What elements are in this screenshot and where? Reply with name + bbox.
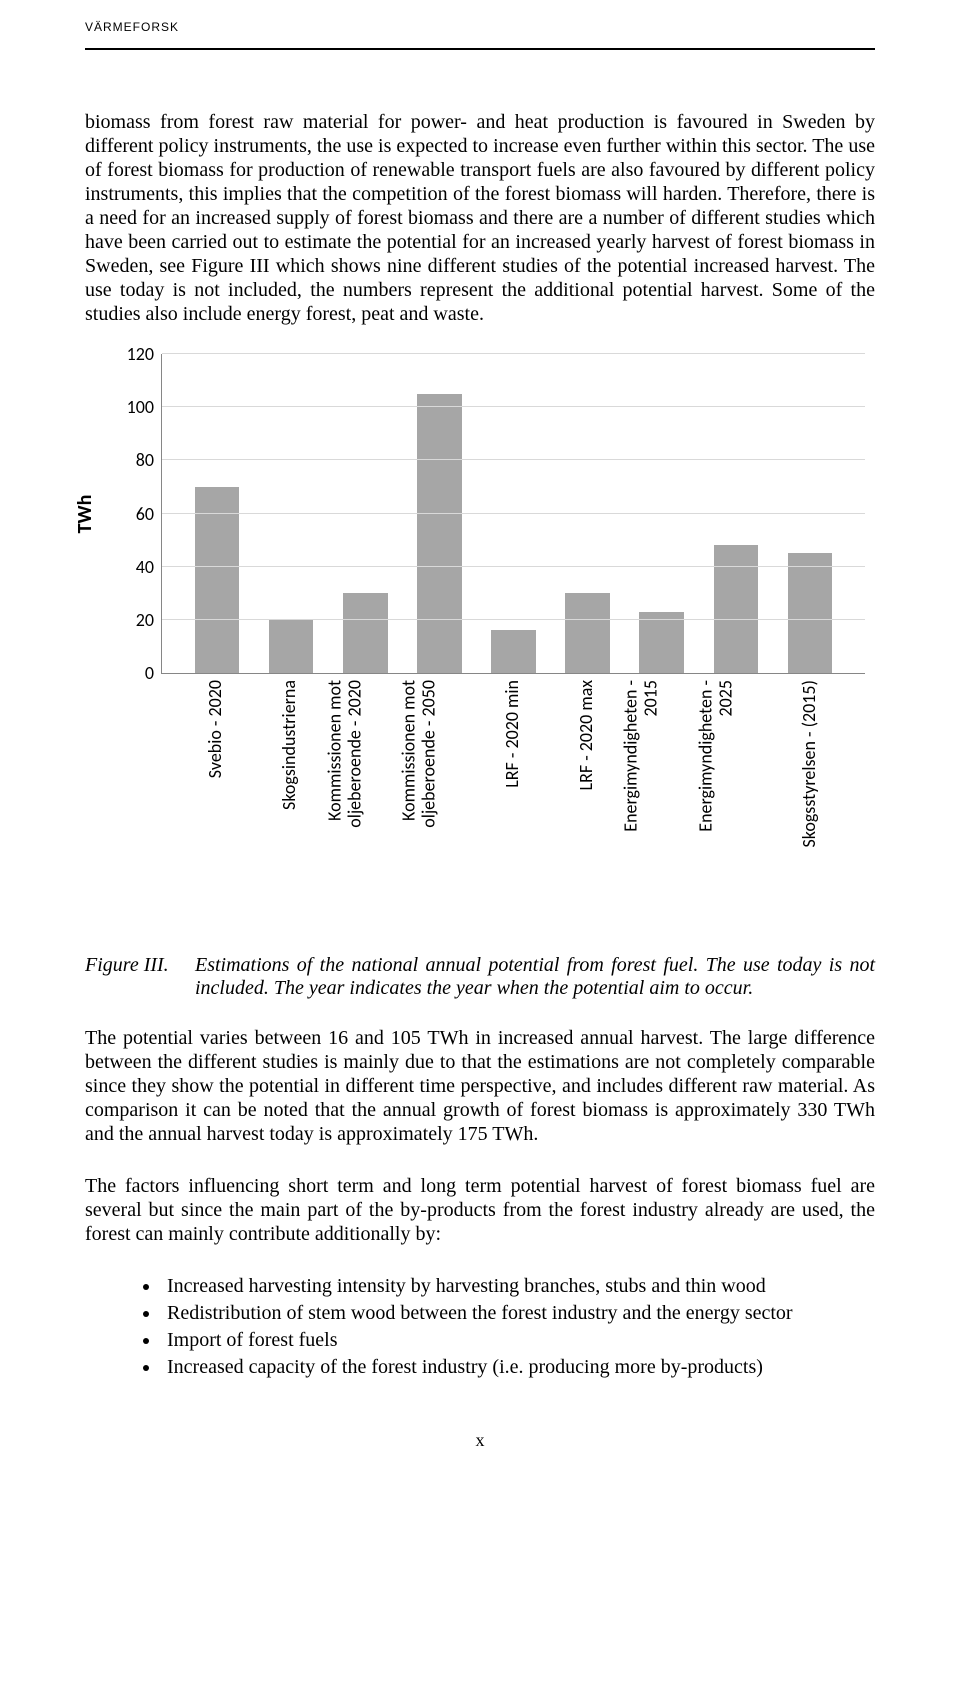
bar: [417, 394, 461, 673]
list-item: Redistribution of stem wood between the …: [161, 1301, 875, 1326]
bar: [788, 553, 832, 673]
y-tick-label: 60: [136, 503, 162, 525]
bar-slot: [551, 354, 625, 673]
paragraph-3: The factors influencing short term and l…: [85, 1174, 875, 1246]
category-slot: Energimyndigheten -2025: [699, 674, 773, 924]
category-label: LRF - 2020 min: [503, 680, 523, 788]
category-slot: LRF - 2020 min: [476, 674, 550, 924]
bar: [639, 612, 683, 673]
bar-slot: [625, 354, 699, 673]
category-label: LRF - 2020 max: [577, 680, 597, 790]
category-label: Kommissionen motoljeberoende - 2020: [325, 680, 365, 828]
category-label: Skogsindustrierna: [280, 680, 300, 810]
bar-slot: [476, 354, 550, 673]
bar-slot: [699, 354, 773, 673]
bar-slot: [254, 354, 328, 673]
bar: [491, 630, 535, 673]
category-label: Energimyndigheten -2025: [696, 680, 736, 832]
category-slot: Kommissionen motoljeberoende - 2050: [402, 674, 476, 924]
bar: [565, 593, 609, 673]
bar: [195, 487, 239, 673]
y-axis-label: TWh: [73, 495, 97, 534]
gridline: [162, 619, 865, 620]
bar: [343, 593, 387, 673]
category-label: Svebio - 2020: [206, 680, 226, 778]
category-slot: LRF - 2020 max: [550, 674, 624, 924]
bar-slot: [773, 354, 847, 673]
list-item: Increased capacity of the forest industr…: [161, 1355, 875, 1380]
gridline: [162, 566, 865, 567]
category-label: Kommissionen motoljeberoende - 2050: [399, 680, 439, 828]
chart-figure: TWh 020406080100120 Svebio - 2020Skogsin…: [85, 354, 875, 924]
page-header: VÄRMEFORSK: [85, 20, 875, 50]
figure-caption: Figure III. Estimations of the national …: [85, 954, 875, 1000]
category-slot: Skogsindustrierna: [253, 674, 327, 924]
y-tick-label: 120: [127, 343, 162, 365]
y-tick-label: 0: [145, 662, 162, 684]
bullet-list: Increased harvesting intensity by harves…: [161, 1274, 875, 1380]
y-tick-label: 100: [127, 396, 162, 418]
gridline: [162, 406, 865, 407]
gridline: [162, 459, 865, 460]
page-number: x: [85, 1430, 875, 1451]
list-item: Increased harvesting intensity by harves…: [161, 1274, 875, 1299]
chart-area: TWh 020406080100120: [103, 354, 875, 674]
plot-area: 020406080100120: [161, 354, 865, 674]
category-slot: Kommissionen motoljeberoende - 2020: [327, 674, 401, 924]
bar-slot: [328, 354, 402, 673]
category-label: Skogsstyrelsen - (2015): [800, 680, 820, 848]
y-tick-label: 80: [136, 449, 162, 471]
y-tick-label: 40: [136, 556, 162, 578]
paragraph-2: The potential varies between 16 and 105 …: [85, 1026, 875, 1146]
category-slot: Skogsstyrelsen - (2015): [773, 674, 847, 924]
bar-slot: [180, 354, 254, 673]
category-labels: Svebio - 2020 Skogsindustrierna Kommission…: [161, 674, 865, 924]
bar: [269, 620, 313, 673]
paragraph-1: biomass from forest raw material for pow…: [85, 110, 875, 326]
y-tick-label: 20: [136, 609, 162, 631]
list-item: Import of forest fuels: [161, 1328, 875, 1353]
gridline: [162, 353, 865, 354]
category-slot: Energimyndigheten -2015: [624, 674, 698, 924]
gridline: [162, 513, 865, 514]
bar-slot: [402, 354, 476, 673]
caption-label: Figure III.: [85, 954, 195, 1000]
category-label: Energimyndigheten -2015: [622, 680, 662, 832]
category-slot: Svebio - 2020: [179, 674, 253, 924]
bars-container: [162, 354, 865, 673]
caption-text: Estimations of the national annual poten…: [195, 954, 875, 1000]
bar: [714, 545, 758, 673]
